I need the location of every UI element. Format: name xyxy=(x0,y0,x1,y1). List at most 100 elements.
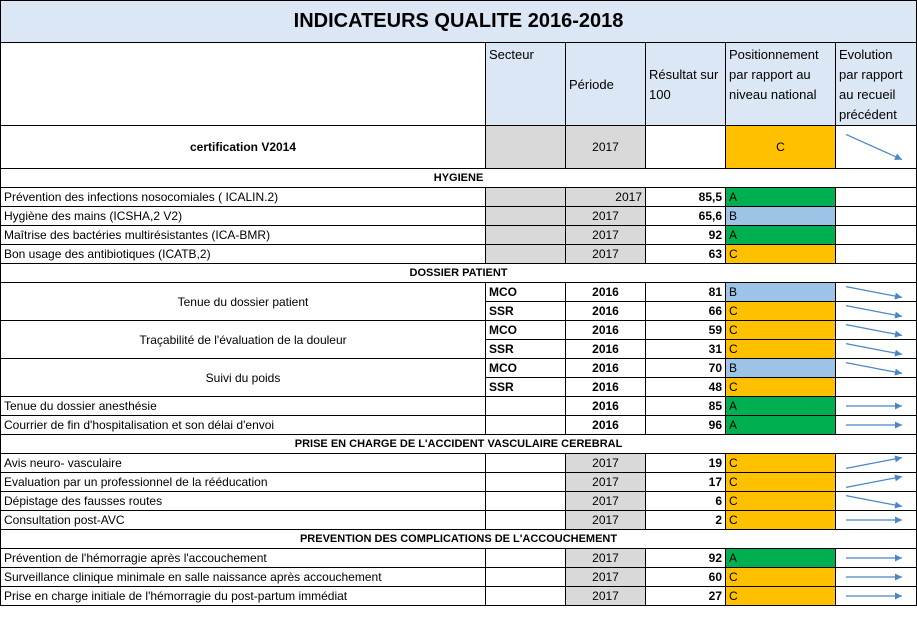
row-resultat: 60 xyxy=(645,567,726,587)
table-row: Bon usage des antibiotiques (ICATB,2) 20… xyxy=(0,244,917,264)
row-periode: 2017 xyxy=(565,225,646,245)
row-secteur xyxy=(485,206,566,226)
row-secteur: SSR xyxy=(485,339,566,359)
row-periode: 2017 xyxy=(565,244,646,264)
evolution-arrow-right-icon xyxy=(846,573,902,581)
row-label: Hygiène des mains (ICSHA,2 V2) xyxy=(0,206,486,226)
row-periode: 2017 xyxy=(565,586,646,606)
section-accouchement: PREVENTION DES COMPLICATIONS DE L'ACCOUC… xyxy=(0,529,917,549)
certification-evolution xyxy=(834,125,917,169)
row-periode: 2016 xyxy=(565,377,646,397)
row-label: Tenue du dossier anesthésie xyxy=(0,396,486,416)
row-evolution xyxy=(834,586,917,606)
row-evolution xyxy=(834,282,917,302)
row-secteur xyxy=(485,510,566,530)
table-row: Prévention des infections nosocomiales (… xyxy=(0,187,917,207)
row-label: Courrier de fin d'hospitalisation et son… xyxy=(0,415,486,435)
certification-resultat xyxy=(645,125,726,169)
row-secteur xyxy=(485,586,566,606)
row-evolution xyxy=(834,320,917,340)
table-row: Dépistage des fausses routes 2017 6 C xyxy=(0,491,917,511)
row-position: C xyxy=(725,491,836,511)
row-secteur: SSR xyxy=(485,377,566,397)
row-evolution xyxy=(834,491,917,511)
row-resultat: 96 xyxy=(645,415,726,435)
row-secteur xyxy=(485,244,566,264)
row-secteur xyxy=(485,548,566,568)
row-secteur xyxy=(485,567,566,587)
table-row: Prise en charge initiale de l'hémorragie… xyxy=(0,586,917,606)
table-row: Hygiène des mains (ICSHA,2 V2) 2017 65,6… xyxy=(0,206,917,226)
row-label: Evaluation par un professionnel de la ré… xyxy=(0,472,486,492)
row-secteur xyxy=(485,187,566,207)
header-periode: Période xyxy=(565,42,646,126)
certification-periode: 2017 xyxy=(565,125,646,169)
row-periode: 2016 xyxy=(565,396,646,416)
table-row: SSR 2016 31 C xyxy=(1,339,917,359)
evolution-arrow-up-icon xyxy=(845,455,903,469)
row-evolution xyxy=(834,225,917,245)
evolution-arrow-right-icon xyxy=(846,554,902,562)
table-row: Avis neuro- vasculaire 2017 19 C xyxy=(0,453,917,473)
row-label: Suivi du poids xyxy=(0,358,486,397)
table-row: Courrier de fin d'hospitalisation et son… xyxy=(0,415,917,435)
evolution-arrow-right-icon xyxy=(846,592,902,600)
row-evolution xyxy=(834,567,917,587)
row-resultat: 59 xyxy=(645,320,726,340)
row-evolution xyxy=(834,415,917,435)
row-secteur xyxy=(485,453,566,473)
row-evolution xyxy=(834,339,917,359)
row-resultat: 27 xyxy=(645,586,726,606)
row-secteur: MCO xyxy=(485,282,566,302)
row-periode: 2016 xyxy=(565,358,646,378)
row-secteur: MCO xyxy=(485,358,566,378)
table-row: Tenue du dossier patient MCO 2016 81 B xyxy=(0,282,917,321)
row-resultat: 65,6 xyxy=(645,206,726,226)
row-resultat: 31 xyxy=(645,339,726,359)
header-empty xyxy=(0,42,486,126)
certification-row: certification V2014 2017 C xyxy=(0,125,917,169)
table-row: Suivi du poids MCO 2016 70 B xyxy=(0,358,917,397)
table-row: Evaluation par un professionnel de la ré… xyxy=(0,472,917,492)
section-hygiene: HYGIENE xyxy=(0,168,917,188)
row-position: A xyxy=(725,187,836,207)
certification-secteur xyxy=(485,125,566,169)
row-evolution xyxy=(834,548,917,568)
row-resultat: 6 xyxy=(645,491,726,511)
row-position: C xyxy=(725,339,836,359)
evolution-arrow-down-icon xyxy=(845,305,903,319)
row-label: Prise en charge initiale de l'hémorragie… xyxy=(0,586,486,606)
row-evolution xyxy=(834,187,917,207)
row-label: Avis neuro- vasculaire xyxy=(0,453,486,473)
row-position: C xyxy=(725,377,836,397)
row-position: C xyxy=(725,453,836,473)
row-periode: 2016 xyxy=(565,320,646,340)
row-resultat: 2 xyxy=(645,510,726,530)
evolution-arrow-down-icon xyxy=(845,343,903,357)
row-secteur xyxy=(485,491,566,511)
row-label: Prévention des infections nosocomiales (… xyxy=(0,187,486,207)
evolution-arrow-up-icon xyxy=(845,474,903,488)
evolution-arrow-down-icon xyxy=(845,362,903,376)
row-position: C xyxy=(725,586,836,606)
section-dossier-patient: DOSSIER PATIENT xyxy=(0,263,917,283)
indicators-table: INDICATEURS QUALITE 2016-2018 Secteur Pé… xyxy=(0,0,917,606)
table-row: Traçabilité de l'évaluation de la douleu… xyxy=(0,320,917,359)
row-resultat: 85,5 xyxy=(645,187,726,207)
row-position: C xyxy=(725,510,836,530)
row-resultat: 70 xyxy=(645,358,726,378)
header-resultat: Résultat sur 100 xyxy=(645,42,726,126)
row-resultat: 92 xyxy=(645,225,726,245)
row-secteur xyxy=(485,396,566,416)
row-position: B xyxy=(725,358,836,378)
evolution-arrow-right-icon xyxy=(846,402,902,410)
row-label: Dépistage des fausses routes xyxy=(0,491,486,511)
row-secteur: MCO xyxy=(485,320,566,340)
row-resultat: 19 xyxy=(645,453,726,473)
certification-label: certification V2014 xyxy=(0,125,486,169)
row-periode: 2017 xyxy=(565,453,646,473)
row-resultat: 85 xyxy=(645,396,726,416)
row-label: Prévention de l'hémorragie après l'accou… xyxy=(0,548,486,568)
row-secteur xyxy=(485,415,566,435)
